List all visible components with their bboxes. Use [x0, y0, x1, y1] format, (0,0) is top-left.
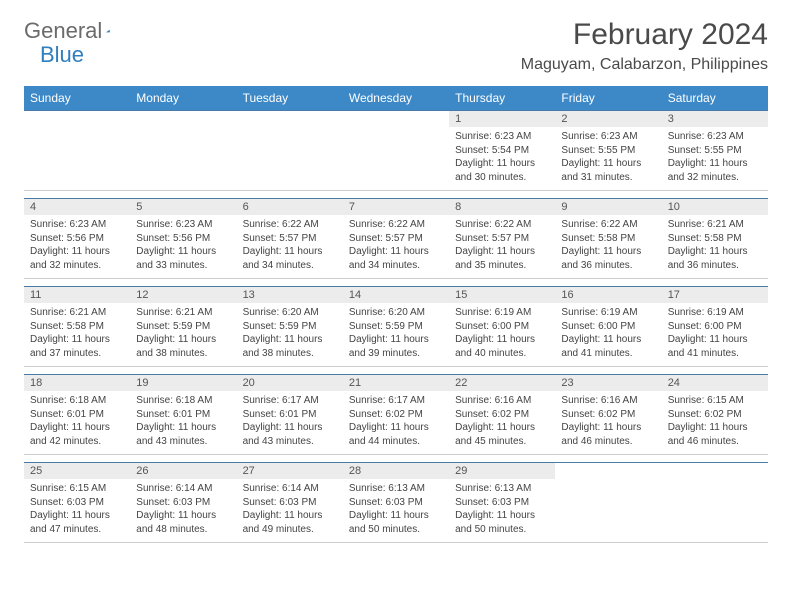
- spacer-row: [24, 279, 768, 287]
- day-number-cell: 5: [130, 199, 236, 216]
- day-number-cell: 3: [662, 111, 768, 128]
- day-number-cell: 26: [130, 463, 236, 480]
- daynum-row: 11121314151617: [24, 287, 768, 304]
- day-number-cell: 11: [24, 287, 130, 304]
- day-content-cell: Sunrise: 6:13 AMSunset: 6:03 PMDaylight:…: [343, 479, 449, 543]
- weekday-header: Sunday: [24, 86, 130, 111]
- day-content-cell: Sunrise: 6:13 AMSunset: 6:03 PMDaylight:…: [449, 479, 555, 543]
- logo-text-2: Blue: [40, 42, 84, 68]
- daynum-row: 2526272829: [24, 463, 768, 480]
- day-content-cell: Sunrise: 6:19 AMSunset: 6:00 PMDaylight:…: [449, 303, 555, 367]
- day-content-cell: [237, 127, 343, 191]
- day-number-cell: 29: [449, 463, 555, 480]
- day-number-cell: 18: [24, 375, 130, 392]
- day-number-cell: 24: [662, 375, 768, 392]
- content-row: Sunrise: 6:21 AMSunset: 5:58 PMDaylight:…: [24, 303, 768, 367]
- day-content-cell: [130, 127, 236, 191]
- day-content-cell: Sunrise: 6:18 AMSunset: 6:01 PMDaylight:…: [24, 391, 130, 455]
- day-number-cell: [24, 111, 130, 128]
- day-content-cell: [343, 127, 449, 191]
- spacer-row: [24, 367, 768, 375]
- day-content-cell: Sunrise: 6:14 AMSunset: 6:03 PMDaylight:…: [237, 479, 343, 543]
- content-row: Sunrise: 6:15 AMSunset: 6:03 PMDaylight:…: [24, 479, 768, 543]
- day-number-cell: 21: [343, 375, 449, 392]
- weekday-header: Wednesday: [343, 86, 449, 111]
- day-number-cell: 10: [662, 199, 768, 216]
- day-content-cell: Sunrise: 6:20 AMSunset: 5:59 PMDaylight:…: [343, 303, 449, 367]
- day-number-cell: 7: [343, 199, 449, 216]
- day-content-cell: Sunrise: 6:21 AMSunset: 5:59 PMDaylight:…: [130, 303, 236, 367]
- logo-triangle-icon: [106, 23, 110, 39]
- day-content-cell: Sunrise: 6:15 AMSunset: 6:03 PMDaylight:…: [24, 479, 130, 543]
- content-row: Sunrise: 6:23 AMSunset: 5:56 PMDaylight:…: [24, 215, 768, 279]
- day-content-cell: Sunrise: 6:22 AMSunset: 5:57 PMDaylight:…: [237, 215, 343, 279]
- day-number-cell: 8: [449, 199, 555, 216]
- day-content-cell: Sunrise: 6:17 AMSunset: 6:02 PMDaylight:…: [343, 391, 449, 455]
- day-number-cell: 27: [237, 463, 343, 480]
- day-number-cell: 22: [449, 375, 555, 392]
- daynum-row: 123: [24, 111, 768, 128]
- spacer-row: [24, 455, 768, 463]
- day-number-cell: 19: [130, 375, 236, 392]
- day-number-cell: 13: [237, 287, 343, 304]
- weekday-header: Friday: [555, 86, 661, 111]
- spacer-row: [24, 191, 768, 199]
- day-content-cell: Sunrise: 6:21 AMSunset: 5:58 PMDaylight:…: [662, 215, 768, 279]
- calendar-table: SundayMondayTuesdayWednesdayThursdayFrid…: [24, 86, 768, 543]
- day-number-cell: [662, 463, 768, 480]
- day-content-cell: [555, 479, 661, 543]
- content-row: Sunrise: 6:18 AMSunset: 6:01 PMDaylight:…: [24, 391, 768, 455]
- day-content-cell: Sunrise: 6:19 AMSunset: 6:00 PMDaylight:…: [555, 303, 661, 367]
- day-number-cell: 12: [130, 287, 236, 304]
- day-content-cell: Sunrise: 6:19 AMSunset: 6:00 PMDaylight:…: [662, 303, 768, 367]
- content-row: Sunrise: 6:23 AMSunset: 5:54 PMDaylight:…: [24, 127, 768, 191]
- day-content-cell: Sunrise: 6:20 AMSunset: 5:59 PMDaylight:…: [237, 303, 343, 367]
- day-content-cell: Sunrise: 6:21 AMSunset: 5:58 PMDaylight:…: [24, 303, 130, 367]
- day-number-cell: [343, 111, 449, 128]
- day-content-cell: Sunrise: 6:22 AMSunset: 5:57 PMDaylight:…: [343, 215, 449, 279]
- day-content-cell: [662, 479, 768, 543]
- daynum-row: 45678910: [24, 199, 768, 216]
- day-number-cell: 23: [555, 375, 661, 392]
- day-number-cell: [555, 463, 661, 480]
- day-number-cell: 17: [662, 287, 768, 304]
- day-number-cell: 1: [449, 111, 555, 128]
- weekday-header: Tuesday: [237, 86, 343, 111]
- day-number-cell: 2: [555, 111, 661, 128]
- day-content-cell: Sunrise: 6:23 AMSunset: 5:56 PMDaylight:…: [130, 215, 236, 279]
- day-content-cell: Sunrise: 6:22 AMSunset: 5:58 PMDaylight:…: [555, 215, 661, 279]
- day-number-cell: 16: [555, 287, 661, 304]
- month-title: February 2024: [521, 18, 768, 52]
- day-content-cell: Sunrise: 6:23 AMSunset: 5:54 PMDaylight:…: [449, 127, 555, 191]
- weekday-header: Saturday: [662, 86, 768, 111]
- day-number-cell: 6: [237, 199, 343, 216]
- location: Maguyam, Calabarzon, Philippines: [521, 56, 768, 74]
- daynum-row: 18192021222324: [24, 375, 768, 392]
- day-content-cell: Sunrise: 6:18 AMSunset: 6:01 PMDaylight:…: [130, 391, 236, 455]
- weekday-header: Thursday: [449, 86, 555, 111]
- day-content-cell: Sunrise: 6:14 AMSunset: 6:03 PMDaylight:…: [130, 479, 236, 543]
- day-number-cell: 15: [449, 287, 555, 304]
- weekday-header-row: SundayMondayTuesdayWednesdayThursdayFrid…: [24, 86, 768, 111]
- day-content-cell: Sunrise: 6:23 AMSunset: 5:56 PMDaylight:…: [24, 215, 130, 279]
- day-content-cell: Sunrise: 6:15 AMSunset: 6:02 PMDaylight:…: [662, 391, 768, 455]
- logo: General: [24, 18, 130, 44]
- day-content-cell: [24, 127, 130, 191]
- day-content-cell: Sunrise: 6:17 AMSunset: 6:01 PMDaylight:…: [237, 391, 343, 455]
- day-number-cell: 25: [24, 463, 130, 480]
- day-number-cell: 28: [343, 463, 449, 480]
- day-content-cell: Sunrise: 6:22 AMSunset: 5:57 PMDaylight:…: [449, 215, 555, 279]
- day-number-cell: 20: [237, 375, 343, 392]
- day-number-cell: [237, 111, 343, 128]
- day-content-cell: Sunrise: 6:16 AMSunset: 6:02 PMDaylight:…: [449, 391, 555, 455]
- logo-text-1: General: [24, 18, 102, 44]
- day-number-cell: 14: [343, 287, 449, 304]
- weekday-header: Monday: [130, 86, 236, 111]
- day-content-cell: Sunrise: 6:16 AMSunset: 6:02 PMDaylight:…: [555, 391, 661, 455]
- day-number-cell: 9: [555, 199, 661, 216]
- day-content-cell: Sunrise: 6:23 AMSunset: 5:55 PMDaylight:…: [555, 127, 661, 191]
- day-number-cell: 4: [24, 199, 130, 216]
- day-number-cell: [130, 111, 236, 128]
- day-content-cell: Sunrise: 6:23 AMSunset: 5:55 PMDaylight:…: [662, 127, 768, 191]
